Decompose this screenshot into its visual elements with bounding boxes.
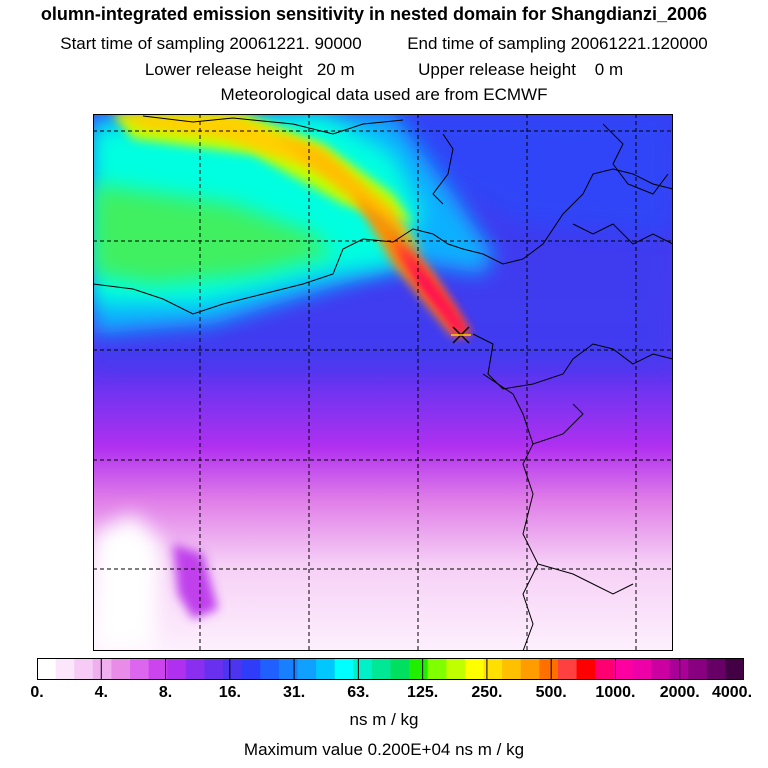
colorbar-tick-label: 2000. (659, 684, 700, 701)
colorbar-tick-label: 63. (347, 684, 370, 701)
colorbar-segment (502, 658, 522, 680)
colorbar-tick-label: 31. (282, 684, 306, 701)
start-time-label: Start time of sampling 20061221. 90000 (60, 34, 362, 53)
colorbar-segment (650, 658, 671, 680)
colorbar-tick-label: 16. (218, 684, 241, 701)
emission-sensitivity-map (93, 114, 673, 651)
colorbar-segment (576, 658, 596, 680)
colorbar-segment (371, 658, 391, 680)
colorbar-tick-label: 0. (30, 684, 44, 701)
maximum-value-label: Maximum value 0.200E+04 ns m / kg (243, 740, 525, 759)
coastlines-borders (93, 115, 673, 651)
colorbar-segment (595, 658, 615, 680)
colorbar-tick-label: 125. (407, 684, 439, 701)
colorbar-segment (353, 658, 373, 680)
colorbar-segment (148, 658, 168, 680)
colorbar-segment (111, 658, 131, 680)
colorbar-segment (557, 658, 578, 680)
colorbar-segment (483, 658, 503, 680)
colorbar-tick-label: 1000. (595, 684, 636, 701)
colorbar-segment (334, 658, 354, 680)
lower-release-label: Lower release height 20 m (144, 60, 355, 79)
colorbar-segment (409, 658, 429, 680)
colorbar-segment (223, 658, 243, 680)
colorbar-segment (632, 658, 652, 680)
colorbar-segment (74, 658, 94, 680)
end-time-label: End time of sampling 20061221.120000 (407, 34, 708, 53)
colorbar-segment (520, 658, 540, 680)
colorbar-tick-label: 500. (535, 684, 567, 701)
colorbar-segment (92, 658, 112, 680)
colorbar-segment (260, 658, 280, 680)
colorbar-segment (241, 658, 261, 680)
colorbar-segment (464, 658, 485, 680)
lat-lon-grid (93, 114, 673, 651)
colorbar-tick-label: 4000. (711, 684, 753, 701)
colorbar-segment (613, 658, 633, 680)
colorbar-segment (278, 658, 298, 680)
colorbar-segment (55, 658, 75, 680)
colorbar-segment (725, 658, 744, 680)
sampling-times: Start time of sampling 20061221. 90000 E… (0, 34, 768, 54)
station-cross-icon (451, 326, 471, 344)
colorbar-segment (37, 658, 57, 680)
colorbar-units: ns m / kg (349, 710, 419, 729)
colorbar-segment (539, 658, 559, 680)
colorbar-segment (688, 658, 708, 680)
colorbar-segment (185, 658, 205, 680)
met-data-label: Meteorological data used are from ECMWF (220, 85, 548, 104)
colorbar-tick-label: 250. (471, 684, 503, 701)
colorbar-segment (706, 658, 726, 680)
colorbar-segment (130, 658, 150, 680)
colorbar-segment (669, 658, 689, 680)
release-heights: Lower release height 20 m Upper release … (0, 60, 768, 80)
colorbar-segment (316, 658, 336, 680)
colorbar-segment (390, 658, 410, 680)
colorbar-segment (167, 658, 187, 680)
colorbar-segment (297, 658, 317, 680)
colorbar-tick-label: 4. (94, 684, 108, 701)
plot-title: olumn-integrated emission sensitivity in… (40, 4, 708, 24)
colorbar-segment (446, 658, 466, 680)
upper-release-label: Upper release height 0 m (418, 60, 624, 79)
colorbar-segment (204, 658, 224, 680)
colorbar-tick-label: 8. (158, 684, 173, 701)
color-bar (37, 658, 744, 680)
colorbar-segment (427, 658, 447, 680)
